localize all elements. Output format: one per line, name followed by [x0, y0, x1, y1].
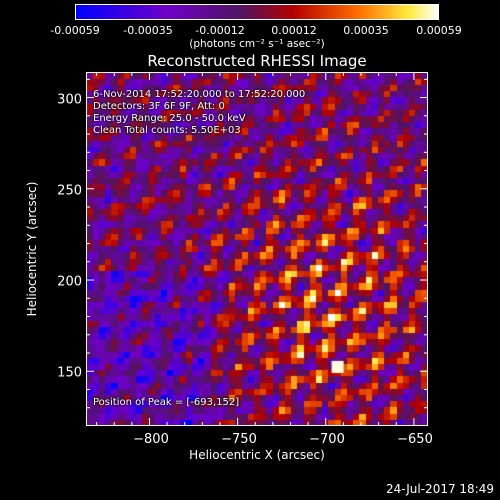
colorbar [75, 4, 439, 20]
plot-area: 6-Nov-2014 17:52:20.000 to 17:52:20.000 … [86, 72, 428, 426]
y-axis-label: Heliocentric Y (arcsec) [25, 181, 39, 317]
annotation-energy-range: Energy Range: 25.0 - 50.0 keV [93, 113, 246, 124]
y-tick-label: 250 [57, 183, 82, 199]
annotation-peak-position: Position of Peak = [-693,152] [93, 397, 240, 408]
x-tick-label: −650 [397, 432, 433, 447]
colorbar-tick: -0.00059 [50, 24, 100, 37]
footer-timestamp: 24-Jul-2017 18:49 [385, 482, 494, 496]
colorbar-tick: 0.00059 [416, 24, 462, 37]
y-tick-label: 200 [57, 274, 82, 290]
x-tick-label: −750 [221, 432, 257, 447]
colorbar-unit-label: (photons cm⁻² s⁻¹ asec⁻²) [189, 38, 325, 50]
y-tick-label: 150 [57, 365, 82, 381]
annotation-clean-counts: Clean Total counts: 5.50E+03 [93, 125, 241, 136]
colorbar-tick: -0.00012 [195, 24, 245, 37]
colorbar-tick: -0.00035 [123, 24, 173, 37]
colorbar-tick: 0.00012 [271, 24, 317, 37]
heatmap-image [87, 73, 427, 425]
annotation-time-range: 6-Nov-2014 17:52:20.000 to 17:52:20.000 [93, 89, 306, 100]
x-tick-label: −700 [309, 432, 345, 447]
x-axis-label: Heliocentric X (arcsec) [189, 448, 325, 462]
y-tick-label: 300 [57, 92, 82, 108]
colorbar-tick: 0.00035 [343, 24, 389, 37]
annotation-detectors: Detectors: 3F 6F 9F, Att: 0 [93, 101, 225, 112]
chart-title: Reconstructed RHESSI Image [147, 52, 367, 70]
x-tick-label: −800 [133, 432, 169, 447]
